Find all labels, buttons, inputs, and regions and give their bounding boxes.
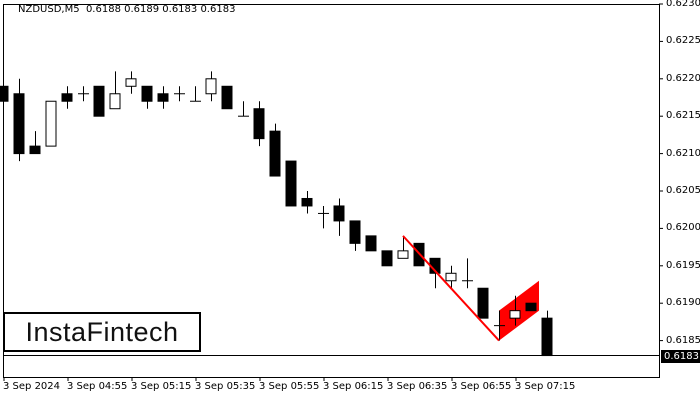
bear-candle [157,93,169,102]
flag-pole-line [402,235,500,342]
bear-candle [349,220,361,244]
bear-candle [29,145,41,155]
bull-candle [205,78,217,95]
bear-candle [141,85,153,102]
bear-candle [525,302,537,312]
y-tick-label: 0.6205 [666,185,700,196]
bull-candle [445,272,457,282]
x-tick-label: 3 Sep 05:55 [259,381,320,392]
y-tick-label: 0.6230 [666,0,700,9]
current-price-tag: 0.6183 [661,350,700,363]
bear-candle [253,108,265,140]
bear-candle [333,205,345,222]
symbol-label: NZDUSD,M5 [18,4,80,15]
bear-candle [221,85,233,110]
bull-candle [397,250,409,259]
bear-candle [269,130,281,177]
y-tick-label: 0.6210 [666,147,700,159]
bear-candle [541,317,553,357]
bear-candle [13,93,25,155]
x-tick-label: 3 Sep 05:35 [195,381,256,392]
x-tick-label: 3 Sep 07:15 [515,381,576,392]
y-tick-label: 0.6215 [666,110,700,122]
y-tick-label: 0.6200 [666,222,700,234]
y-tick-label: 0.6220 [666,72,700,84]
bear-candle [61,93,73,102]
y-tick-label: 0.6195 [666,259,700,271]
y-tick-label: 0.6225 [666,35,700,47]
bull-candle [109,93,121,110]
bear-candle [285,160,297,207]
x-tick-label: 3 Sep 06:15 [323,381,384,392]
bull-candle [509,310,521,319]
brand-logo: InstaFintech [3,312,201,352]
bear-candle [93,85,105,117]
bear-candle [381,250,393,267]
bear-candle [301,197,313,207]
bull-candle [125,78,137,87]
bear-candle [0,85,9,102]
y-tick-label: 0.6185 [666,334,700,346]
ohlc-values: 0.6188 0.6189 0.6183 0.6183 [85,4,236,15]
chart-title: NZDUSD,M5 0.6188 0.6189 0.6183 0.6183 [18,4,235,15]
y-tick-label: 0.6190 [666,297,700,309]
x-tick-label: 3 Sep 06:55 [451,381,512,392]
bear-candle [477,287,489,319]
x-tick-label: 3 Sep 04:55 [67,381,128,392]
bear-candle [365,235,377,252]
x-tick-label: 3 Sep 06:35 [387,381,448,392]
bull-candle [45,100,57,147]
x-tick-label: 3 Sep 2024 [3,381,61,392]
x-tick-label: 3 Sep 05:15 [131,381,192,392]
